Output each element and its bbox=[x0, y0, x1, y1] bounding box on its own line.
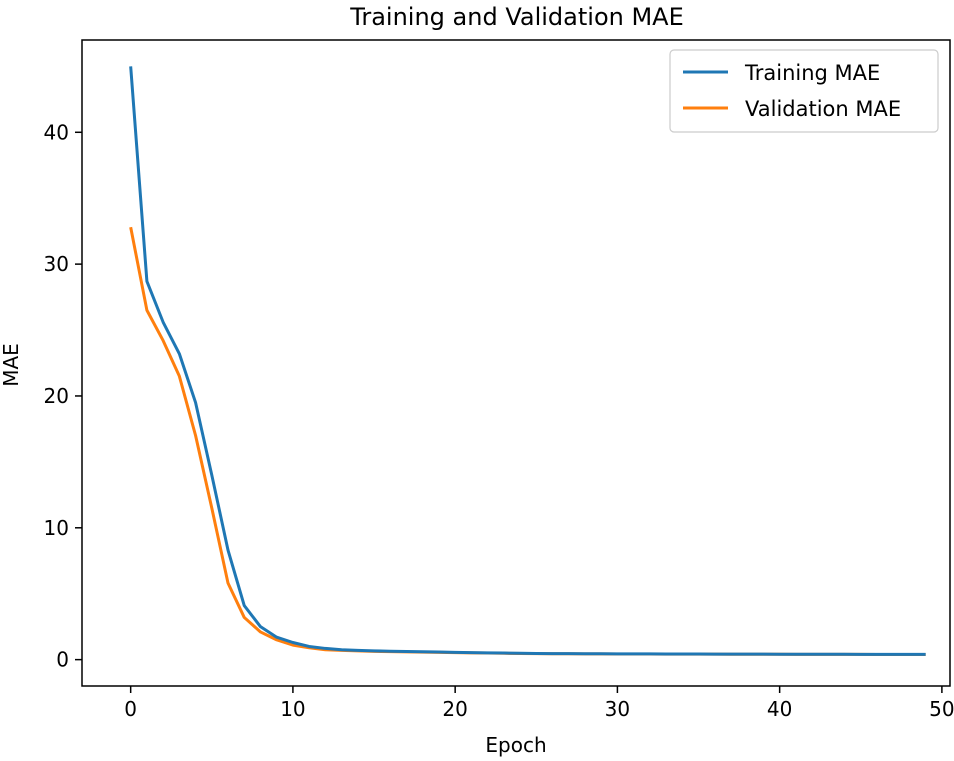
legend-label-training: Training MAE bbox=[744, 61, 880, 85]
series-layer bbox=[129, 66, 926, 656]
y-axis-label: MAE bbox=[0, 343, 23, 387]
chart-title: Training and Validation MAE bbox=[349, 3, 684, 31]
y-tick-label: 10 bbox=[44, 516, 69, 540]
legend-box bbox=[669, 49, 939, 133]
y-axis-ticks: 0 10 20 30 40 bbox=[44, 120, 82, 672]
x-axis-label: Epoch bbox=[485, 733, 546, 757]
x-tick-label: 30 bbox=[605, 697, 630, 721]
legend-label-validation: Validation MAE bbox=[745, 97, 901, 121]
legend: Training MAE Validation MAE bbox=[669, 49, 939, 133]
x-tick-label: 20 bbox=[442, 697, 467, 721]
y-tick-label: 20 bbox=[44, 384, 69, 408]
y-tick-label: 40 bbox=[44, 120, 69, 144]
series-line-training-mae bbox=[129, 66, 926, 656]
x-tick-label: 50 bbox=[929, 697, 954, 721]
axes-frame bbox=[81, 39, 951, 687]
y-tick-label: 30 bbox=[44, 252, 69, 276]
x-axis-ticks: 0 10 20 30 40 50 bbox=[124, 686, 954, 721]
plot-area: 0 10 20 30 40 50 0 10 20 30 40 bbox=[44, 39, 954, 721]
x-tick-label: 0 bbox=[124, 697, 137, 721]
x-tick-label: 40 bbox=[767, 697, 792, 721]
y-tick-label: 0 bbox=[56, 648, 69, 672]
x-tick-label: 10 bbox=[280, 697, 305, 721]
